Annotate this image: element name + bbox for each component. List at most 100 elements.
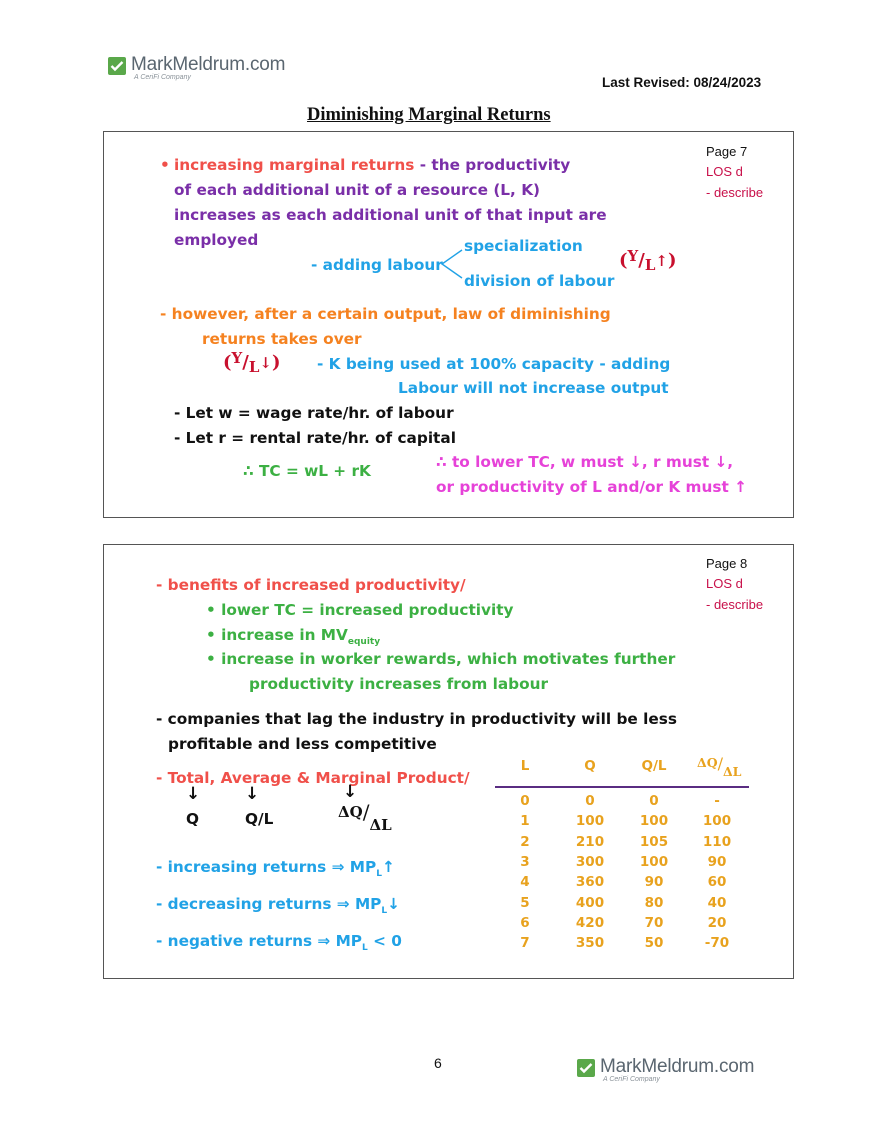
describe-ref: - describe (706, 185, 764, 200)
check-icon (108, 57, 126, 75)
division-of-labour: division of labour (464, 272, 615, 290)
let-r: - Let r = rental rate/hr. of capital (174, 429, 456, 447)
specialization: specialization (464, 237, 583, 255)
companies-line-1: - companies that lag the industry in pro… (156, 710, 677, 728)
less-than-zero: < 0 (373, 932, 402, 950)
delta-l: ΔL (722, 764, 742, 779)
decreasing-returns-text: - decreasing returns ⇒ MP (156, 895, 382, 913)
table-cell-ql: 90 (644, 874, 664, 891)
table-cell-q: 350 (575, 935, 605, 952)
let-w: - Let w = wage rate/hr. of labour (174, 404, 454, 422)
slash: / (362, 800, 370, 824)
table-cell-l: 7 (520, 935, 530, 952)
delta-q: ΔQ (697, 755, 718, 770)
page-number: 6 (434, 1055, 442, 1071)
table-cell-ql: 50 (644, 935, 664, 952)
ql-label: Q/L (245, 810, 274, 828)
table-header-ql: Q/L (641, 758, 667, 774)
k-used-line-2: Labour will not increase output (398, 379, 669, 397)
table-header-rule (495, 786, 749, 788)
mp-subscript: L (376, 869, 382, 880)
slide-panel-1 (103, 131, 794, 518)
down-arrow: ↓ (259, 354, 272, 372)
q-label: Q (186, 810, 200, 828)
table-cell-q: 210 (575, 833, 605, 850)
table-cell-mp: 100 (702, 813, 732, 830)
delta-q: ΔQ (338, 803, 363, 821)
logo-sub: A CeriFi Company (134, 74, 191, 81)
table-cell-mp: 20 (707, 914, 727, 931)
table-cell-q: 360 (575, 874, 605, 891)
table-cell-l: 2 (520, 833, 530, 850)
down-arrow: ↓ (387, 895, 400, 913)
mv-text: • increase in MV (206, 626, 348, 644)
table-cell-mp: 40 (707, 894, 727, 911)
describe-ref: - describe (706, 597, 764, 612)
logo-name: MarkMeldrum.com (131, 54, 286, 75)
slash: / (638, 250, 645, 271)
bullet: • (160, 156, 170, 174)
decreasing-returns: - decreasing returns ⇒ MPL↓ (156, 895, 400, 921)
tamp-heading: - Total, Average & Marginal Product/ (156, 769, 470, 787)
output-per-labour-down: (Y/L↓) (223, 349, 281, 376)
arrow-dqdl: ↓ (343, 782, 358, 802)
table-cell-l: 6 (520, 914, 530, 931)
paren-close: ) (271, 352, 281, 373)
table-cell-mp: -70 (704, 935, 730, 952)
inc-marginal-def: - the productivity (414, 156, 571, 174)
benefit-worker-rewards-1: • increase in worker rewards, which moti… (206, 650, 676, 668)
increasing-returns: - increasing returns ⇒ MPL↑ (156, 858, 395, 884)
page-ref: Page 7 (706, 144, 748, 159)
output-per-labour-up: (Y/L↑) (619, 247, 677, 274)
k-used-line-1: - K being used at 100% capacity - adding (317, 355, 671, 373)
definition-line-2: of each additional unit of a resource (L… (174, 181, 541, 199)
header-logo: MarkMeldrum.com (108, 54, 286, 75)
lower-tc-line-1: ∴ to lower TC, w must ↓, r must ↓, (436, 453, 734, 471)
definition-line-4: employed (174, 231, 259, 249)
l-symbol: L (248, 358, 260, 376)
benefit-lower-tc: • lower TC = increased productivity (206, 601, 514, 619)
paren-close: ) (667, 250, 677, 271)
page-title: Diminishing Marginal Returns (307, 105, 551, 125)
table-cell-mp: 90 (707, 853, 727, 870)
table-header-l: L (520, 758, 530, 774)
equity-subscript: equity (347, 637, 381, 648)
tc-formula: ∴ TC = wL + rK (243, 462, 371, 480)
page-ref: Page 8 (706, 556, 748, 571)
negative-returns: - negative returns ⇒ MPL < 0 (156, 932, 402, 958)
mp-subscript: L (381, 906, 388, 917)
table-cell-l: 0 (520, 793, 530, 809)
increasing-returns-text: - increasing returns ⇒ MP (156, 858, 377, 876)
table-cell-ql: 0 (649, 793, 659, 809)
slide-panel-2 (103, 544, 794, 979)
table-cell-q: 300 (575, 853, 605, 870)
table-cell-q: 100 (575, 813, 605, 830)
however-line-1: - however, after a certain output, law o… (160, 305, 611, 323)
paren-open: ( (223, 352, 232, 373)
y-symbol: Y (627, 247, 639, 265)
table-cell-ql: 100 (639, 853, 669, 870)
y-symbol: Y (231, 349, 243, 367)
delta-l: ΔL (369, 816, 392, 834)
increasing-marginal-line: increasing marginal returns - the produc… (174, 156, 570, 175)
table-cell-ql: 80 (644, 894, 664, 911)
benefit-worker-rewards-2: productivity increases from labour (249, 675, 549, 693)
arrow-ql: ↓ (245, 784, 260, 804)
however-line-2: returns takes over (202, 330, 362, 348)
table-cell-mp: 110 (702, 833, 732, 850)
up-arrow: ↑ (381, 858, 395, 876)
inc-marginal-term: increasing marginal returns (174, 156, 415, 174)
table-cell-l: 4 (520, 874, 530, 891)
los-ref: LOS d (706, 164, 743, 179)
branch-bracket (440, 249, 463, 279)
last-revised: Last Revised: 08/24/2023 (602, 75, 762, 90)
up-arrow: ↑ (655, 252, 668, 270)
table-cell-q: 0 (585, 793, 595, 809)
table-cell-l: 1 (520, 813, 530, 830)
l-symbol: L (644, 256, 656, 274)
definition-line-3: increases as each additional unit of tha… (174, 206, 607, 224)
logo-sub: A CeriFi Company (603, 1076, 660, 1083)
benefit-mv-equity: • increase in MVequity (206, 626, 380, 652)
arrow-q: ↓ (186, 784, 201, 804)
check-icon (577, 1059, 595, 1077)
